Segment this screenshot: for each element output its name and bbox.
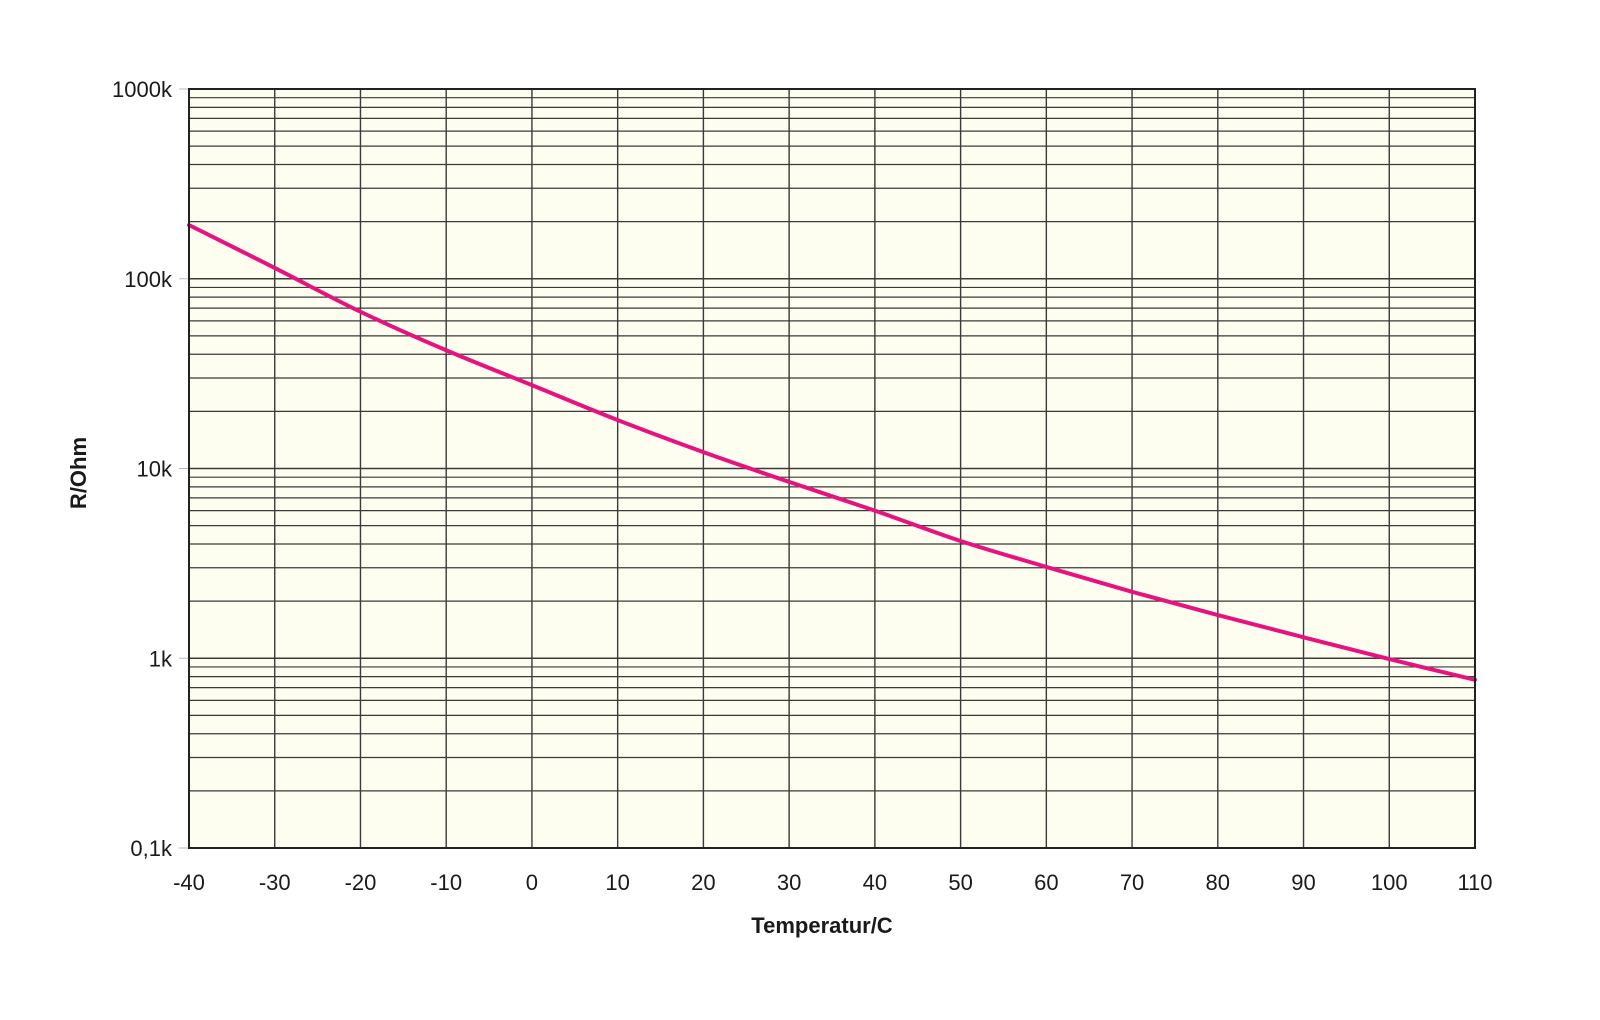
x-tick-label: 0 xyxy=(526,870,538,895)
x-axis-tick-labels: -40 -30 -20 -10 0 10 20 30 40 50 60 70 80 90 100 110 xyxy=(173,870,1492,895)
plot-frame xyxy=(188,88,1476,849)
y-tick-label: 10k xyxy=(137,457,173,482)
x-tick-label: 80 xyxy=(1206,870,1230,895)
y-tick-label: 1000k xyxy=(112,77,173,102)
x-tick-label: -40 xyxy=(173,870,205,895)
x-tick-label: 100 xyxy=(1371,870,1408,895)
x-tick-label: -10 xyxy=(430,870,462,895)
x-tick-label: 30 xyxy=(777,870,801,895)
x-tick-label: -20 xyxy=(345,870,377,895)
x-tick-label: 10 xyxy=(605,870,629,895)
x-tick-label: 70 xyxy=(1120,870,1144,895)
y-axis-title: R/Ohm xyxy=(66,437,91,509)
major-gridlines xyxy=(188,89,1476,849)
minor-gridlines xyxy=(189,97,1475,792)
x-tick-label: 40 xyxy=(863,870,887,895)
y-tick-label: 1k xyxy=(149,646,173,671)
x-tick-label: 60 xyxy=(1034,870,1058,895)
x-tick-label: 20 xyxy=(691,870,715,895)
x-tick-label: -30 xyxy=(259,870,291,895)
x-tick-label: 110 xyxy=(1457,870,1492,895)
x-tick-label: 50 xyxy=(948,870,972,895)
x-tick-label: 90 xyxy=(1291,870,1315,895)
resistance-curve xyxy=(187,222,1477,682)
y-tick-label: 100k xyxy=(124,267,173,292)
y-axis-tick-labels: 0,1k 1k 10k 100k 1000k xyxy=(112,77,189,861)
y-tick-label: 0,1k xyxy=(130,836,173,861)
x-axis-title: Temperatur/C xyxy=(751,913,893,938)
